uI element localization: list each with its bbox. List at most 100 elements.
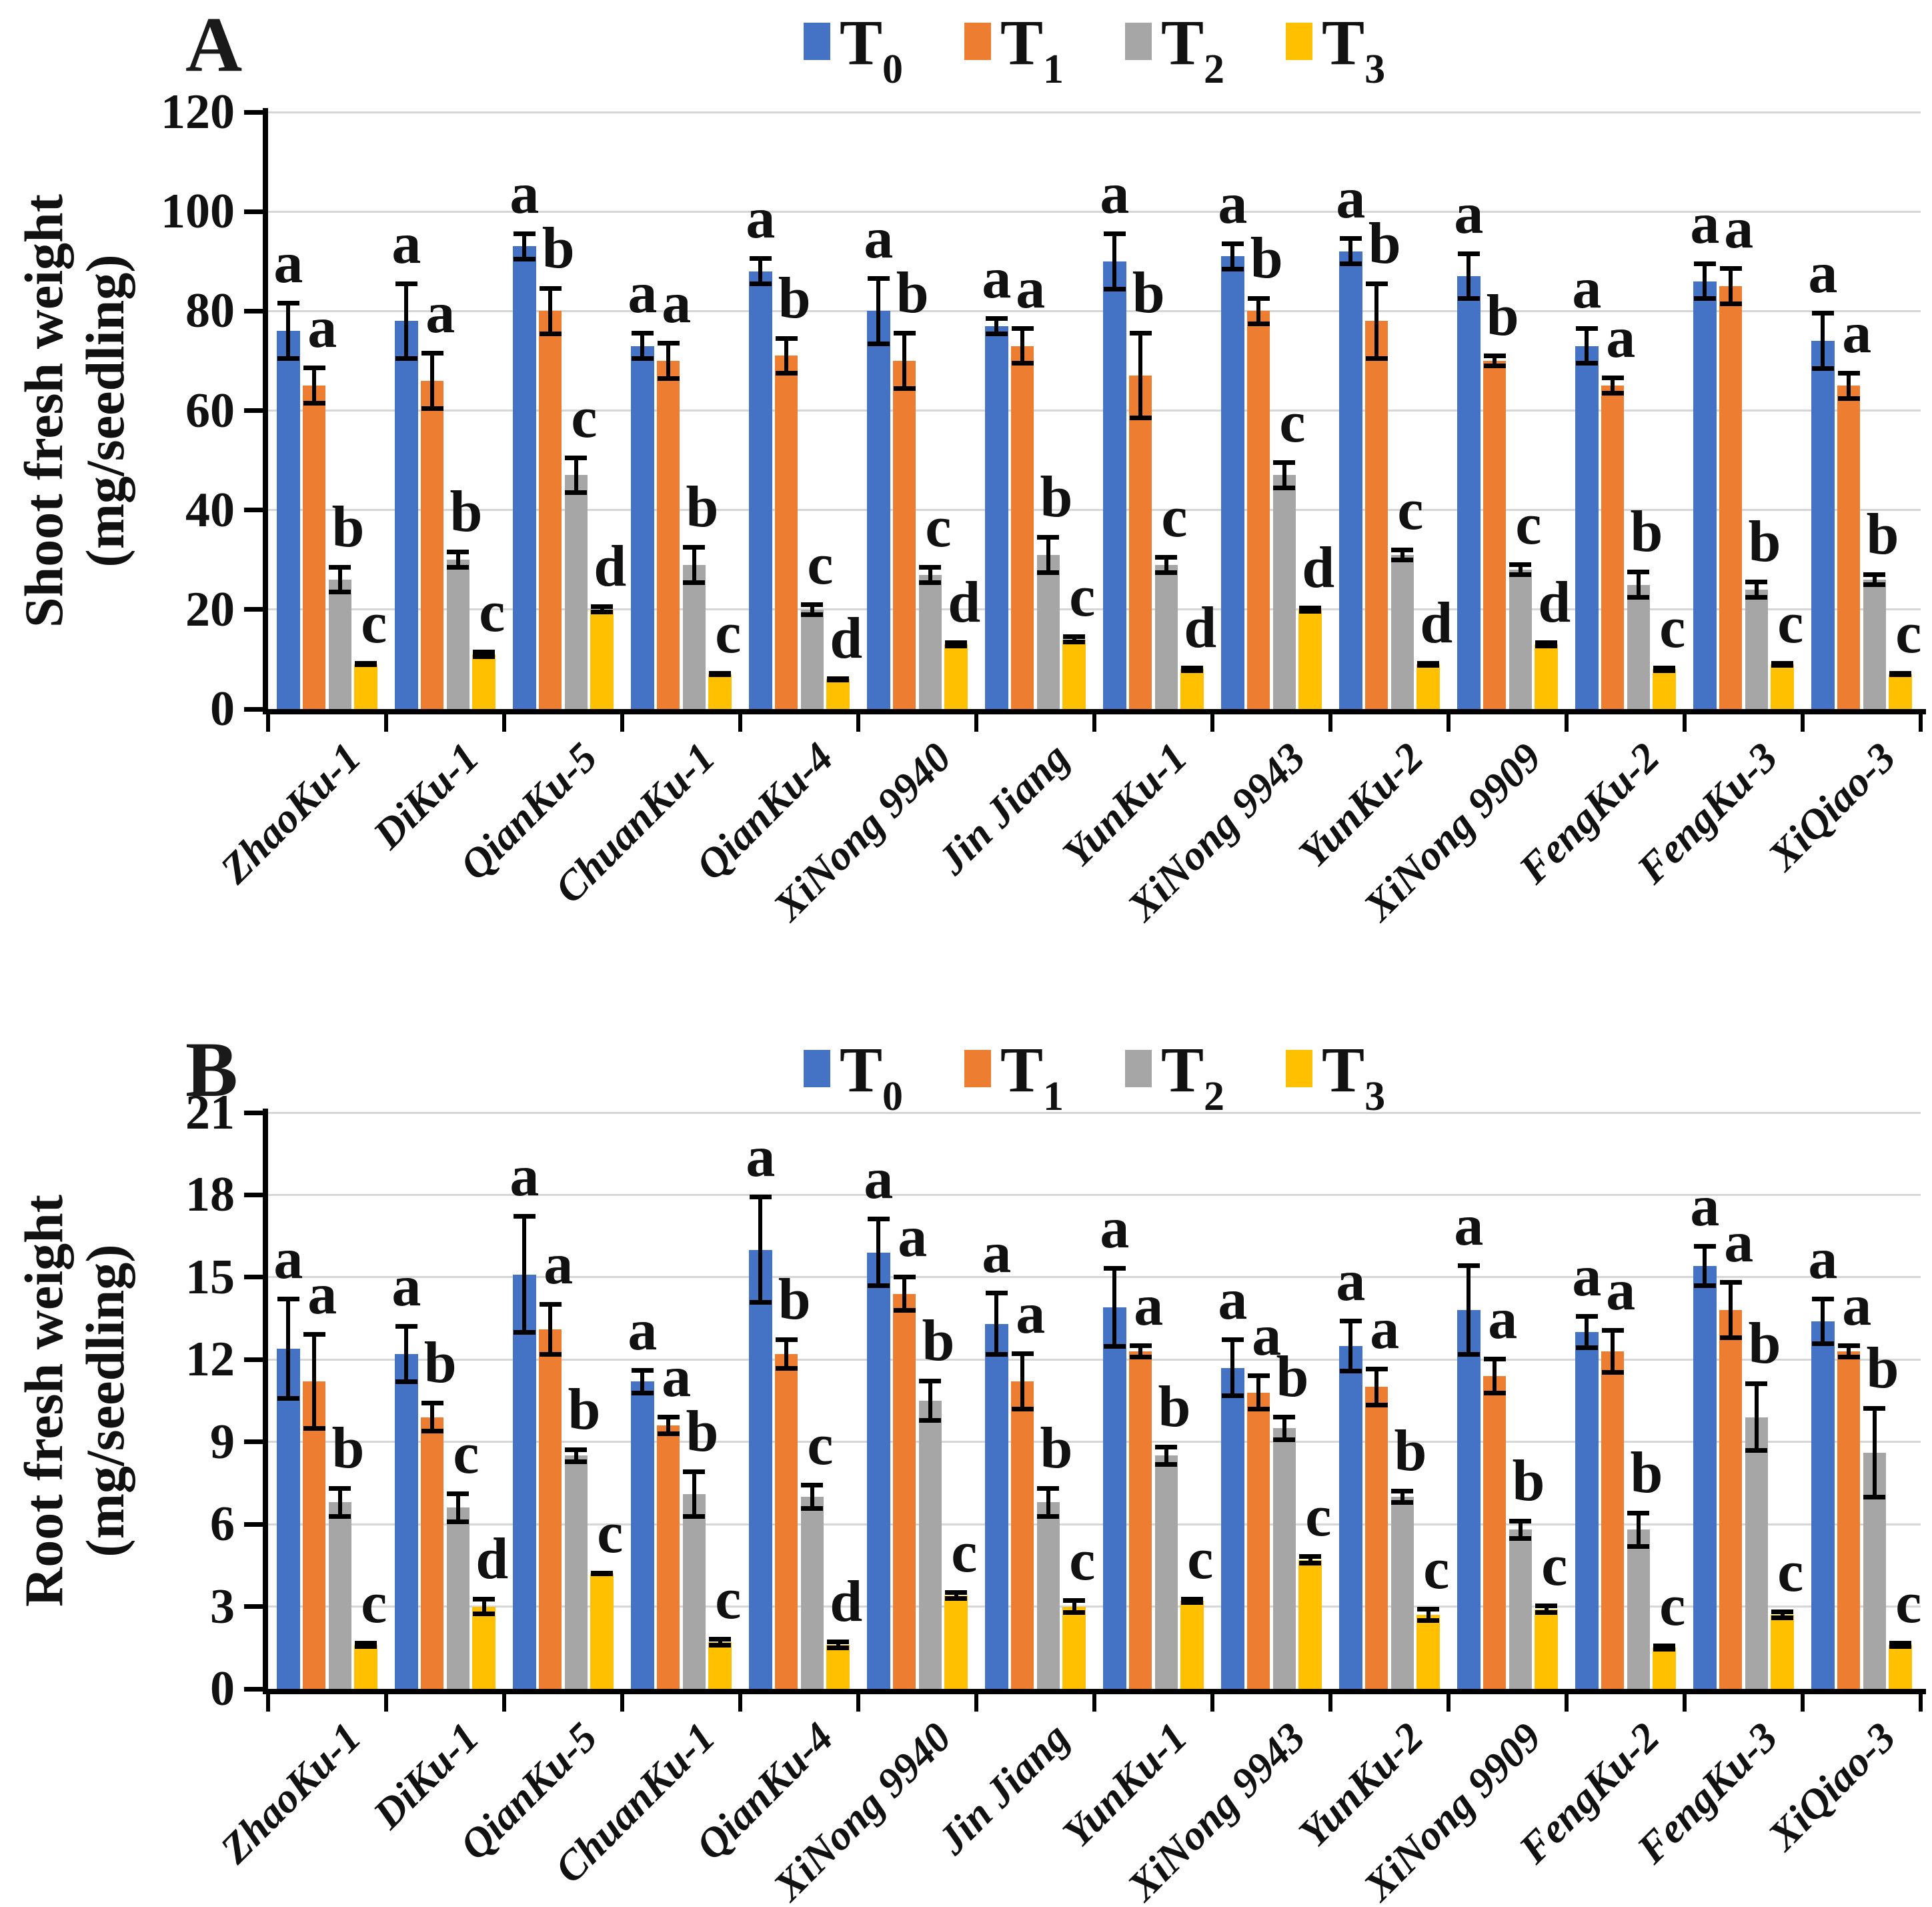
bar-T0-QianKu-4 xyxy=(749,1249,772,1689)
bar-T0-QianKu-5 xyxy=(513,1274,536,1689)
error-bar-cap-bottom xyxy=(1457,296,1480,301)
error-bar-cap-top xyxy=(1063,634,1086,640)
error-bar-cap-top xyxy=(1601,376,1624,381)
sig-letter-T2-FengKu-3: b xyxy=(1748,510,1781,575)
error-bar-cap-bottom xyxy=(1011,361,1034,366)
error-bar-T1-DiKu-1 xyxy=(421,351,443,411)
sig-letter-T1-YunKu-2: a xyxy=(1370,1296,1400,1361)
x-axis-line xyxy=(263,709,1926,714)
bar-T2-Jin Jiang xyxy=(1036,554,1060,709)
error-bar-line xyxy=(954,1590,958,1602)
error-bar-line xyxy=(286,301,291,361)
error-bar-T1-ChuanKu-1 xyxy=(657,1414,680,1437)
bar-T1-XiQiao-3 xyxy=(1837,1351,1861,1689)
error-bar-cap-bottom xyxy=(303,1426,325,1431)
bar-T2-YunKu-2 xyxy=(1390,1497,1414,1689)
sig-letter-T1-Jin Jiang: a xyxy=(1016,1281,1046,1346)
error-bar-T0-YunKu-2 xyxy=(1339,1318,1362,1373)
error-bar-cap-bottom xyxy=(1575,361,1598,366)
sig-letter-T1-FengKu-3: a xyxy=(1724,196,1754,261)
error-bar-cap-top xyxy=(329,1485,351,1491)
error-bar-line xyxy=(902,331,907,391)
error-bar-T3-FengKu-2 xyxy=(1653,1644,1676,1652)
error-bar-cap-bottom xyxy=(1417,663,1440,668)
error-bar-T2-DiKu-1 xyxy=(447,1491,469,1525)
x-tick-2 xyxy=(502,1694,506,1712)
bar-T1-YunKu-1 xyxy=(1128,376,1152,709)
error-bar-T0-XiNong 9940 xyxy=(867,276,890,346)
x-tick-6 xyxy=(974,1694,978,1712)
error-bar-cap-top xyxy=(1483,353,1506,358)
sig-letter-T2-QianKu-4: c xyxy=(807,1413,834,1478)
error-bar-line xyxy=(1754,580,1759,600)
error-bar-T3-ZhaoKu-1 xyxy=(355,661,377,668)
sig-letter-T3-XiQiao-3: c xyxy=(1895,1571,1922,1636)
sig-letter-T3-FengKu-2: c xyxy=(1659,596,1686,661)
sig-letter-T2-ZhaoKu-1: b xyxy=(331,1415,365,1481)
error-bar-T3-XiNong 9909 xyxy=(1535,640,1558,648)
y-tick-label-18: 18 xyxy=(185,1167,235,1223)
sig-letter-T0-FengKu-3: a xyxy=(1690,1174,1720,1239)
bar-T1-ZhaoKu-1 xyxy=(302,386,326,709)
error-bar-cap-top xyxy=(1457,251,1480,256)
error-bar-cap-top xyxy=(395,281,417,286)
error-bar-cap-bottom xyxy=(1155,570,1178,575)
y-tick-label-60: 60 xyxy=(185,383,235,438)
error-bar-line xyxy=(455,550,460,570)
bar-T3-ZhaoKu-1 xyxy=(354,664,377,709)
error-bar-T0-QianKu-5 xyxy=(513,1214,536,1335)
error-bar-T2-Jin Jiang xyxy=(1037,534,1060,575)
error-bar-cap-bottom xyxy=(539,331,562,336)
error-bar-line xyxy=(1072,1598,1076,1615)
error-bar-cap-bottom xyxy=(1365,356,1388,361)
legend-swatch-T3-icon xyxy=(1286,23,1313,60)
error-bar-line xyxy=(1518,562,1523,578)
error-bar-cap-top xyxy=(1889,1641,1912,1646)
error-bar-cap-top xyxy=(1627,570,1650,575)
error-bar-cap-top xyxy=(1693,261,1716,266)
sig-letter-T3-FengKu-2: c xyxy=(1659,1573,1686,1639)
error-bar-cap-bottom xyxy=(945,643,968,648)
sig-letter-T1-FengKu-2: a xyxy=(1606,305,1636,371)
sig-letter-T0-XiNong 9940: a xyxy=(864,1147,894,1212)
error-bar-line xyxy=(1467,1263,1471,1357)
sig-letter-T3-XiNong 9909: c xyxy=(1541,1533,1568,1599)
x-tick-9 xyxy=(1328,1694,1332,1712)
x-tick-label-ZhaoKu-1: ZhaoKu-1 xyxy=(211,1714,370,1872)
error-bar-cap-top xyxy=(985,315,1008,321)
sig-letter-T2-XiNong 9940: b xyxy=(922,1309,955,1374)
sig-letter-T1-XiNong 9940: a xyxy=(898,1204,928,1269)
sig-letter-T2-Jin Jiang: b xyxy=(1040,1415,1073,1481)
error-bar-cap-top xyxy=(631,331,654,336)
bar-T0-FengKu-2 xyxy=(1575,1332,1599,1689)
bar-T1-XiNong 9943 xyxy=(1246,311,1270,709)
sig-letter-T3-DiKu-1: d xyxy=(475,1527,509,1592)
error-bar-cap-bottom xyxy=(1299,1560,1322,1565)
y-tick-60 xyxy=(244,408,263,413)
error-bar-line xyxy=(1611,1327,1615,1375)
bar-T1-ZhaoKu-1 xyxy=(302,1381,326,1689)
x-tick-10 xyxy=(1446,1694,1451,1712)
error-bar-T2-XiNong 9943 xyxy=(1273,460,1296,490)
error-bar-cap-top xyxy=(1745,1381,1768,1387)
error-bar-line xyxy=(1518,1518,1523,1541)
bar-T1-Jin Jiang xyxy=(1010,1381,1034,1689)
sig-letter-T1-DiKu-1: a xyxy=(425,281,455,346)
error-bar-cap-bottom xyxy=(447,1519,469,1525)
error-bar-cap-bottom xyxy=(329,590,351,595)
error-bar-cap-bottom xyxy=(1837,1355,1860,1360)
sig-letter-T1-XiNong 9940: b xyxy=(896,261,929,326)
bar-T0-Jin Jiang xyxy=(985,326,1008,709)
error-bar-line xyxy=(810,602,814,618)
error-bar-cap-bottom xyxy=(1247,321,1270,326)
error-bar-line xyxy=(1821,1296,1825,1346)
error-bar-T2-XiNong 9909 xyxy=(1509,1518,1532,1541)
bar-T3-FengKu-3 xyxy=(1771,664,1794,709)
error-bar-line xyxy=(1164,554,1168,575)
sig-letter-T1-QianKu-4: b xyxy=(778,1267,811,1333)
error-bar-T2-ZhaoKu-1 xyxy=(329,564,351,595)
x-tick-label-Jin Jiang: Jin Jiang xyxy=(928,734,1078,884)
error-bar-line xyxy=(692,1469,696,1519)
error-bar-line xyxy=(1729,266,1733,306)
